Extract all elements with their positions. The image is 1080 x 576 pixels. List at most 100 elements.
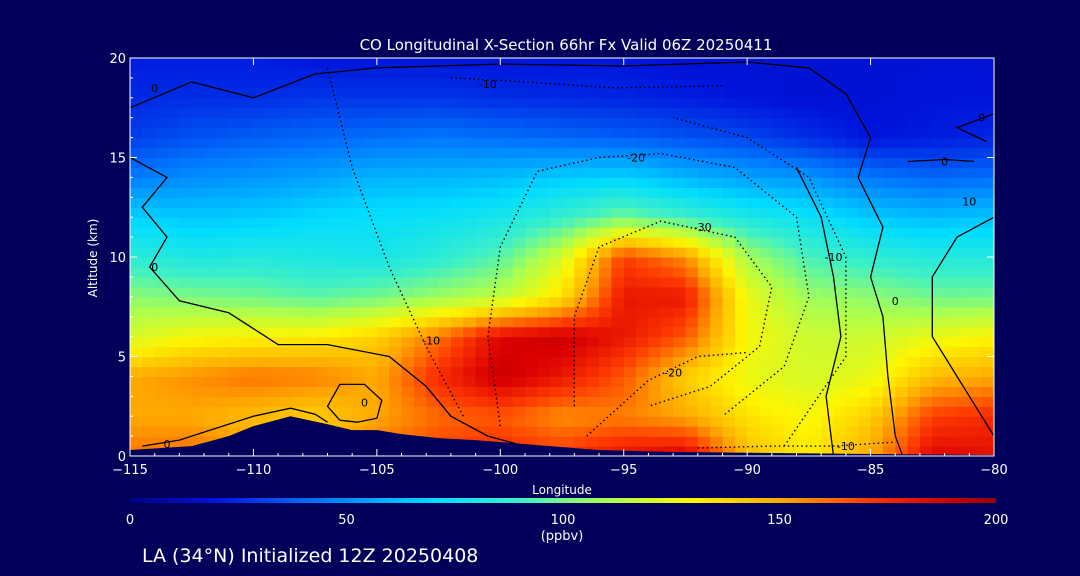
heatmap-cell bbox=[204, 137, 217, 149]
heatmap-cell bbox=[833, 446, 847, 456]
heatmap-cell bbox=[932, 157, 946, 169]
heatmap-cell bbox=[882, 336, 896, 348]
heatmap-cell bbox=[919, 396, 933, 407]
heatmap-cell bbox=[154, 67, 168, 79]
heatmap-cell bbox=[167, 356, 180, 368]
heatmap-cell bbox=[290, 376, 304, 387]
heatmap-cell bbox=[512, 177, 526, 188]
heatmap-cell bbox=[858, 316, 872, 328]
heatmap-cell bbox=[438, 77, 452, 89]
heatmap-cell bbox=[549, 147, 563, 159]
heatmap-cell bbox=[734, 207, 748, 218]
heatmap-cell bbox=[808, 97, 822, 109]
heatmap-cell bbox=[537, 207, 551, 218]
heatmap-cell bbox=[821, 157, 835, 169]
heatmap-cell bbox=[870, 87, 884, 99]
heatmap-cell bbox=[450, 396, 464, 407]
heatmap-cell bbox=[969, 306, 983, 318]
heatmap-cell bbox=[327, 276, 341, 288]
heatmap-cell bbox=[154, 137, 168, 149]
heatmap-cell bbox=[265, 356, 279, 368]
heatmap-cell bbox=[722, 207, 736, 218]
heatmap-cell bbox=[599, 197, 612, 208]
heatmap-cell bbox=[463, 77, 477, 89]
heatmap-cell bbox=[919, 197, 933, 208]
heatmap-cell bbox=[426, 237, 440, 248]
heatmap-cell bbox=[154, 416, 168, 427]
heatmap-cell bbox=[722, 117, 736, 129]
heatmap-cell bbox=[895, 227, 909, 238]
heatmap-cell bbox=[586, 406, 600, 417]
heatmap-cell bbox=[524, 147, 538, 159]
heatmap-cell bbox=[512, 336, 526, 348]
heatmap-cell bbox=[821, 77, 835, 89]
heatmap-cell bbox=[204, 207, 217, 218]
heatmap-cell bbox=[821, 336, 835, 348]
heatmap-cell bbox=[932, 87, 946, 99]
heatmap-cell bbox=[463, 107, 477, 119]
heatmap-cell bbox=[327, 217, 341, 228]
heatmap-cell bbox=[241, 266, 255, 278]
heatmap-cell bbox=[796, 247, 810, 258]
heatmap-cell bbox=[475, 177, 489, 188]
heatmap-cell bbox=[796, 137, 810, 149]
heatmap-cell bbox=[821, 227, 835, 238]
heatmap-cell bbox=[660, 207, 674, 218]
heatmap-cell bbox=[228, 426, 242, 437]
heatmap-cell bbox=[981, 376, 994, 387]
heatmap-cell bbox=[574, 67, 588, 79]
heatmap-cell bbox=[500, 217, 514, 228]
heatmap-cell bbox=[154, 356, 168, 368]
heatmap-cell bbox=[734, 247, 748, 258]
heatmap-cell bbox=[512, 436, 526, 447]
heatmap-cell bbox=[611, 336, 625, 348]
heatmap-cell bbox=[821, 286, 835, 298]
heatmap-cell bbox=[290, 97, 304, 109]
heatmap-cell bbox=[870, 396, 884, 407]
heatmap-cell bbox=[167, 147, 180, 159]
heatmap-cell bbox=[364, 346, 378, 358]
heatmap-cell bbox=[734, 97, 748, 109]
heatmap-cell bbox=[623, 167, 637, 178]
heatmap-cell bbox=[537, 286, 551, 298]
heatmap-cell bbox=[401, 77, 415, 89]
heatmap-cell bbox=[512, 207, 526, 218]
heatmap-cell bbox=[981, 396, 994, 407]
heatmap-cell bbox=[278, 207, 292, 218]
heatmap-cell bbox=[500, 187, 514, 198]
heatmap-cell bbox=[784, 376, 798, 387]
heatmap-cell bbox=[969, 257, 983, 268]
heatmap-cell bbox=[191, 207, 205, 218]
heatmap-cell bbox=[339, 207, 353, 218]
heatmap-cell bbox=[623, 426, 637, 437]
heatmap-cell bbox=[315, 137, 329, 149]
heatmap-cell bbox=[241, 257, 255, 268]
heatmap-cell bbox=[771, 107, 785, 119]
heatmap-cell bbox=[845, 386, 859, 397]
heatmap-cell bbox=[882, 217, 896, 228]
heatmap-cell bbox=[981, 316, 994, 328]
heatmap-cell bbox=[364, 416, 378, 427]
heatmap-cell bbox=[956, 137, 970, 149]
heatmap-cell bbox=[771, 97, 785, 109]
heatmap-cell bbox=[512, 217, 526, 228]
heatmap-cell bbox=[216, 386, 230, 397]
heatmap-cell bbox=[290, 336, 304, 348]
heatmap-cell bbox=[426, 336, 440, 348]
heatmap-cell bbox=[426, 276, 440, 288]
heatmap-cell bbox=[315, 316, 329, 328]
heatmap-cell bbox=[241, 306, 255, 318]
heatmap-cell bbox=[339, 177, 353, 188]
heatmap-cell bbox=[500, 58, 514, 69]
heatmap-cell bbox=[697, 346, 711, 358]
heatmap-cell bbox=[660, 197, 674, 208]
heatmap-cell bbox=[315, 296, 329, 308]
heatmap-cell bbox=[352, 157, 366, 169]
heatmap-cell bbox=[389, 426, 403, 437]
heatmap-cell bbox=[981, 446, 994, 456]
heatmap-cell bbox=[376, 346, 390, 358]
heatmap-cell bbox=[142, 346, 156, 358]
heatmap-cell bbox=[191, 117, 205, 129]
heatmap-cell bbox=[796, 356, 810, 368]
heatmap-cell bbox=[487, 187, 501, 198]
